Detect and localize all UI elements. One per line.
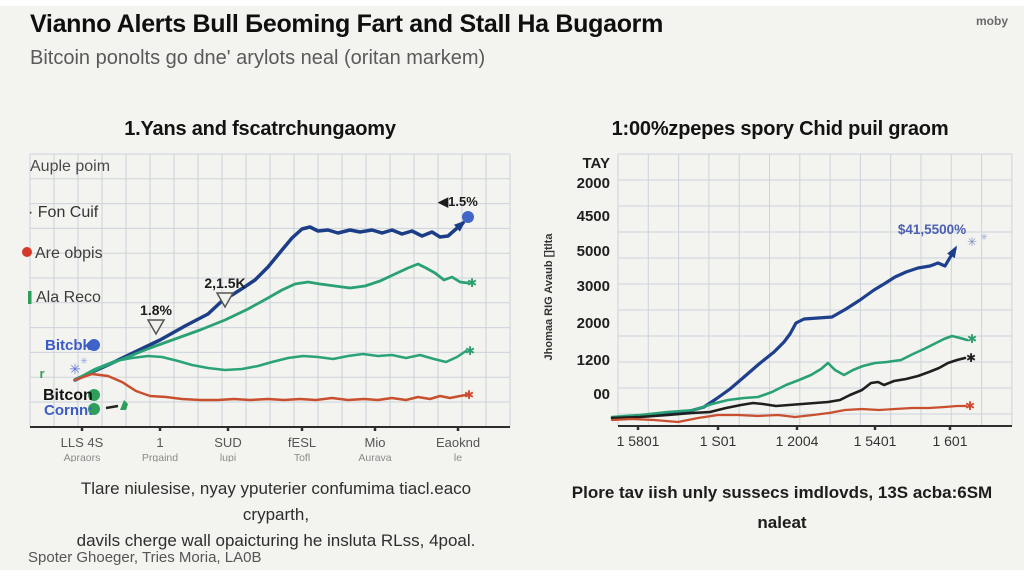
- right-chart-title: 1:00%zpepes spory Chid puil graom: [611, 118, 949, 140]
- left-caption-line2: davils cherge wall opaicturing he inslut…: [76, 531, 476, 550]
- left-chart-marker-glyph-icon: ✱: [467, 276, 477, 290]
- right-chart-y-tick-label: 4500: [577, 208, 610, 225]
- left-chart-x-tick-label: 1: [156, 435, 163, 450]
- source-footer: Spoter Ghoeger, Tries Moria, LA0B: [28, 549, 262, 566]
- left-chart-label-text: Are obpis: [35, 245, 103, 262]
- right-chart-y-tick-label: 2000: [577, 175, 610, 192]
- right-chart-y-tick-label: 2000: [577, 315, 610, 332]
- left-chart-svg: LLS 4S Apraors 1 Prgaind SUD lupi fESL Tofl Mio A…: [22, 153, 511, 462]
- right-chart-y-tick-label: 1200: [577, 352, 610, 369]
- left-chart-x-tick-sublabel: Apraors: [64, 452, 101, 462]
- left-chart-label-text: · Fon Cuif: [28, 204, 99, 221]
- left-chart-label-text: Bitcon: [43, 387, 93, 404]
- left-chart-legend-dot-icon: [88, 389, 100, 401]
- bottom-strip: [0, 570, 1024, 576]
- left-chart-x-tick-label: LLS 4S: [61, 435, 104, 450]
- left-chart-marker-glyph-icon: ✱: [464, 388, 474, 402]
- left-chart-title: 1.Yans and fscatrchungaomy: [124, 118, 396, 140]
- left-chart-x-tick-label: fESL: [288, 435, 316, 450]
- right-chart-marker-glyph-icon: ✱: [965, 399, 975, 413]
- left-chart-x-tick-sublabel: Aurava: [358, 452, 391, 462]
- left-chart-legend-dot-icon: [88, 339, 100, 351]
- brand-logo: moby: [975, 14, 1008, 28]
- right-caption-line2: naleat: [757, 513, 807, 532]
- right-chart-x-tick-label: 1 2004: [776, 433, 819, 449]
- right-chart-marker-glyph-icon: ✱: [966, 351, 976, 365]
- top-strip: [0, 0, 1024, 6]
- page-title: Vianno Alerts Bull Бeoming Fart and Stal…: [30, 10, 664, 38]
- left-chart-marker-glyph-icon: ✳: [80, 356, 88, 366]
- left-chart-annotation-triangle-icon: [215, 292, 235, 309]
- left-chart-label-text: Bitcbk: [45, 337, 92, 354]
- right-chart-x-tick-label: 1 S01: [700, 433, 737, 449]
- left-chart-x-tick-sublabel: lupi: [220, 452, 236, 462]
- left-chart-label-text: 2,1.5K: [204, 275, 245, 291]
- right-chart-x-tick-label: 1 5801: [617, 433, 660, 449]
- left-chart-x-tick-sublabel: Prgaind: [142, 452, 178, 462]
- right-chart-caption: Plore tav iish unly sussecs imdlovds, 13…: [562, 478, 1002, 538]
- left-chart-legend-dot-icon: [88, 403, 100, 415]
- right-chart-series-blue-arrowhead: [947, 245, 958, 259]
- left-chart-label-text: Cornn:: [44, 402, 93, 419]
- left-chart-series-navy-arrowhead: [453, 220, 467, 232]
- left-chart-label-text: Auple poim: [30, 158, 110, 175]
- right-chart-series-black: [610, 356, 967, 420]
- right-chart-series-green: [610, 334, 969, 419]
- right-chart-label-text: $41,5500%: [898, 222, 966, 237]
- left-chart-marker-glyph-icon: ✱: [465, 344, 475, 358]
- page-subtitle: Bitcoin ponolts go dne' arylots neal (or…: [30, 47, 486, 69]
- left-chart-annotation-triangle-icon: [146, 319, 166, 336]
- left-chart-caption: Tlare niulesise, nyay yputerier confumim…: [58, 476, 494, 554]
- left-chart-legend-dot-icon: [462, 211, 474, 223]
- right-chart-marker-glyph-icon: ✳: [967, 235, 977, 249]
- left-chart-legend-bar-icon: [28, 291, 32, 304]
- right-chart-x-tick-label: 1 5401: [854, 433, 897, 449]
- left-chart-x-tick-sublabel: le: [454, 452, 462, 462]
- left-chart-x-tick-label: Mio: [365, 435, 386, 450]
- right-chart-series-blue: [613, 247, 957, 420]
- left-chart-x-tick-label: Eaoknd: [436, 435, 480, 450]
- left-chart-marker-glyph-icon: ✳: [69, 361, 81, 377]
- right-chart-y-axis-label: Jhomaa RIG Avaub []tlta: [543, 233, 555, 361]
- right-chart-x-tick-label: 1 601: [932, 433, 967, 449]
- left-chart-legend-dash-icon: [105, 404, 119, 410]
- right-chart-marker-glyph-icon: ✱: [967, 332, 977, 346]
- left-chart-x-tick-label: SUD: [214, 435, 241, 450]
- right-chart-series-red: [610, 404, 968, 424]
- left-chart-series-green-lower: [73, 349, 468, 382]
- right-chart-y-tick-label: TAY: [582, 155, 610, 172]
- left-chart-label-text: Ala Reco: [36, 289, 101, 306]
- left-chart-label-text: 1.8%: [140, 302, 172, 318]
- left-chart-series-green-upper: [73, 262, 470, 382]
- left-chart-label-text: ◀1.5%: [437, 194, 478, 209]
- left-chart-marker-glyph-icon: r: [39, 366, 44, 381]
- left-caption-line1: Tlare niulesise, nyay yputerier confumim…: [80, 479, 472, 524]
- right-chart-y-tick-label: 5000: [577, 243, 610, 260]
- right-chart-marker-glyph-icon: ✳: [980, 232, 988, 242]
- left-chart-series-navy: [73, 221, 465, 382]
- right-chart-y-tick-label: 3000: [577, 278, 610, 295]
- right-chart-svg: 1 5801 1 S01 1 2004 1 5401 1 601 TAY 2000 4500 5…: [543, 153, 1013, 449]
- left-chart-legend-dot-icon: [22, 247, 32, 257]
- left-chart-legend-sprout-icon: [120, 400, 128, 410]
- left-chart-x-tick-sublabel: Tofl: [294, 452, 310, 462]
- left-chart-series-red: [73, 372, 468, 402]
- right-chart-y-tick-label: 00: [593, 386, 610, 403]
- right-caption-line1: Plore tav iish unly sussecs imdlovds, 13…: [571, 483, 993, 502]
